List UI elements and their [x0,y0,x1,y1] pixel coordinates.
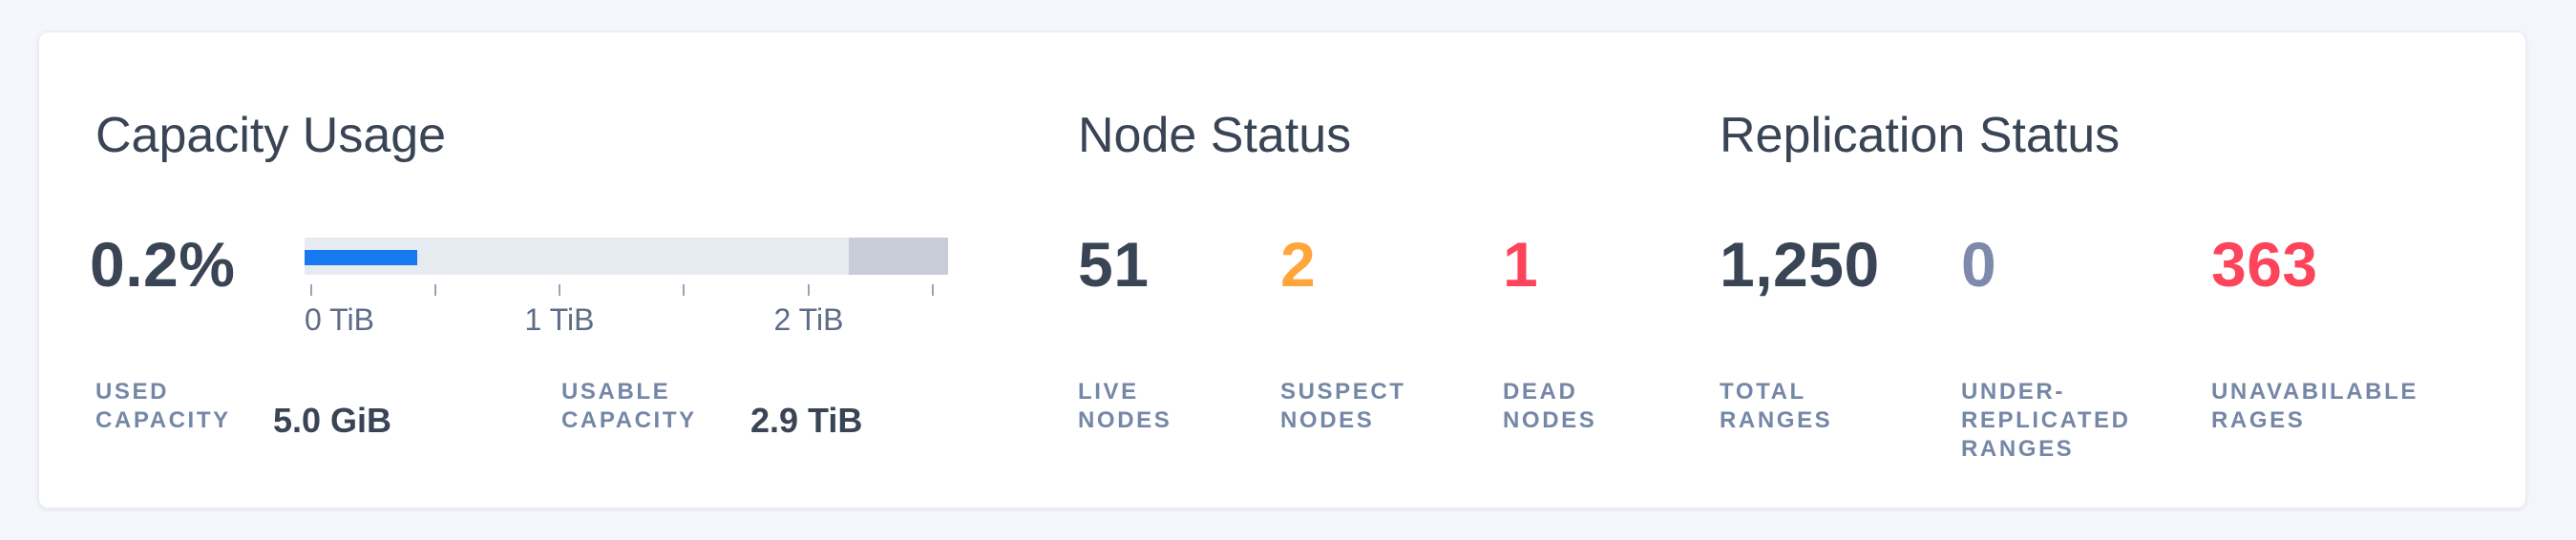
axis-tick-label: 2 TiB [773,302,844,337]
total-ranges-label: TOTAL RANGES [1720,379,1833,433]
total-ranges-value: 1,250 [1720,229,1880,300]
cluster-overview-card: Capacity Usage 0.2% 0 TiB 1 TiB 2 TiB [38,31,2526,509]
axis-tick-label: 0 TiB [305,302,374,337]
axis-tick [683,284,685,296]
suspect-nodes-value: 2 [1280,229,1317,300]
usable-capacity-value: 2.9 TiB [750,401,863,440]
under-replicated-ranges-value: 0 [1961,229,1997,300]
suspect-nodes-label: SUSPECT NODES [1280,379,1406,433]
used-capacity-label: USED CAPACITY [95,379,231,433]
node-status-title: Node Status [1078,108,1352,163]
capacity-bar-chart: 0 TiB 1 TiB 2 TiB [305,238,948,337]
axis-tick [559,284,560,296]
capacity-usage-title: Capacity Usage [95,108,447,163]
capacity-bar-used-fill [305,250,417,265]
live-nodes-label-cell: LIVE NODES [1078,378,1280,435]
under-replicated-ranges-label-cell: UNDER-REPLICATED RANGES [1961,378,2211,464]
unavailable-ranges-value: 363 [2211,229,2318,300]
axis-tick-label: 1 TiB [524,302,595,337]
unavailable-ranges-label-cell: UNAVABILABLE RAGES [2211,378,2502,464]
capacity-axis-tick-labels: 0 TiB 1 TiB 2 TiB [305,296,948,337]
replication-status-title: Replication Status [1720,108,2121,163]
capacity-used-percent: 0.2% [90,229,236,300]
suspect-nodes-label-cell: SUSPECT NODES [1280,378,1503,435]
replication-status-section: Replication Status 1,250 0 363 TOTAL RAN… [1720,32,2502,508]
dead-nodes-value: 1 [1503,229,1539,300]
live-nodes-label: LIVE NODES [1078,379,1172,433]
dead-nodes-label: DEAD NODES [1503,379,1597,433]
axis-tick [434,284,436,296]
capacity-usage-section: Capacity Usage 0.2% 0 TiB 1 TiB 2 TiB [90,32,1041,508]
capacity-bar-track [305,238,948,275]
dead-nodes-label-cell: DEAD NODES [1503,378,1689,435]
under-replicated-ranges-label: UNDER-REPLICATED RANGES [1961,379,2131,462]
axis-tick [310,284,312,296]
node-status-labels: LIVE NODES SUSPECT NODES DEAD NODES [1078,378,1689,435]
replication-status-values: 1,250 0 363 [1720,233,2502,296]
capacity-axis-ticks [305,275,948,296]
replication-status-labels: TOTAL RANGES UNDER-REPLICATED RANGES UNA… [1720,378,2502,464]
node-status-section: Node Status 51 2 1 LIVE NODES SUSPECT NO… [1078,32,1689,508]
live-nodes-value: 51 [1078,229,1150,300]
total-ranges-label-cell: TOTAL RANGES [1720,378,1961,464]
capacity-bar-reserved-segment [849,238,948,275]
usable-capacity-label: USABLE CAPACITY [561,379,697,433]
unavailable-ranges-label: UNAVABILABLE RAGES [2211,379,2418,433]
used-capacity-value: 5.0 GiB [273,401,392,440]
axis-tick [932,284,934,296]
node-status-values: 51 2 1 [1078,233,1689,296]
axis-tick [808,284,810,296]
